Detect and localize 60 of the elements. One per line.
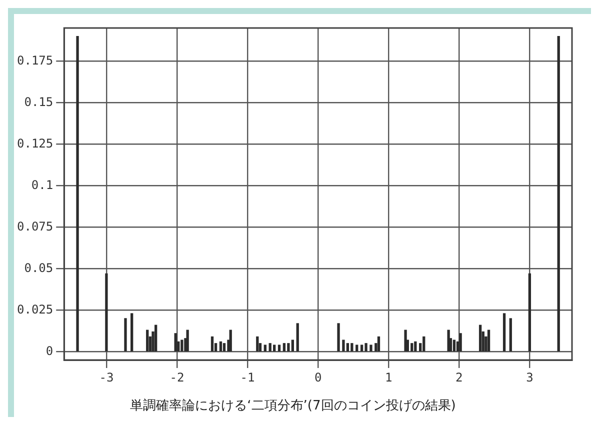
bar <box>146 330 149 352</box>
bar <box>452 340 456 352</box>
bar <box>278 344 281 352</box>
bar <box>210 336 214 352</box>
bar <box>219 341 222 352</box>
bar <box>404 330 407 352</box>
bar <box>414 341 417 352</box>
x-tick-label: 2 <box>456 370 463 384</box>
y-tick-label: 0.1 <box>31 178 54 192</box>
bar <box>180 340 184 352</box>
bar <box>291 340 294 352</box>
text: 単調確率論における‘二項分布’(7回のコイン投げの結果) <box>130 398 456 414</box>
bar <box>282 343 286 352</box>
y-tick-label: 0.075 <box>17 219 54 234</box>
bar <box>459 333 462 352</box>
bar <box>410 343 414 352</box>
bar <box>528 273 532 352</box>
y-tick-label: 0.025 <box>17 302 54 316</box>
y-tick-label: 0 <box>46 344 54 358</box>
bar <box>502 313 506 352</box>
bar <box>346 343 350 352</box>
y-tick-label: 0.125 <box>17 136 54 150</box>
bar <box>447 330 450 352</box>
bar <box>124 318 127 352</box>
bar <box>273 344 276 352</box>
y-tick-label: 0.175 <box>17 53 54 68</box>
bar <box>287 343 290 352</box>
x-tick-label: -1 <box>240 370 255 384</box>
bar <box>422 336 426 352</box>
bar <box>256 336 259 352</box>
bar <box>174 333 177 352</box>
bar <box>370 344 372 352</box>
bar <box>154 324 158 352</box>
bar <box>478 324 482 352</box>
y-tick-label: 0.15 <box>24 94 54 109</box>
bar <box>337 323 340 352</box>
y-tick-label: 0.05 <box>24 260 54 275</box>
x-tick-label: -3 <box>99 370 114 384</box>
x-tick-label: 3 <box>526 370 534 384</box>
bar <box>364 343 368 352</box>
bar <box>76 36 79 352</box>
bar <box>342 340 345 352</box>
bar <box>130 313 134 352</box>
bar <box>350 343 354 352</box>
bar <box>229 330 232 352</box>
bar <box>487 330 490 352</box>
bar <box>264 344 266 352</box>
bar <box>377 336 380 352</box>
bar <box>557 36 560 352</box>
bar <box>186 330 189 352</box>
bar <box>296 323 299 352</box>
bar <box>356 344 358 352</box>
bar <box>509 318 512 352</box>
x-tick-label: 1 <box>384 370 392 384</box>
bar <box>268 343 272 352</box>
x-tick-label: -2 <box>170 370 184 384</box>
bar <box>360 344 364 352</box>
bar <box>222 343 226 352</box>
x-tick-label: 0 <box>314 370 322 384</box>
bar <box>105 273 108 352</box>
